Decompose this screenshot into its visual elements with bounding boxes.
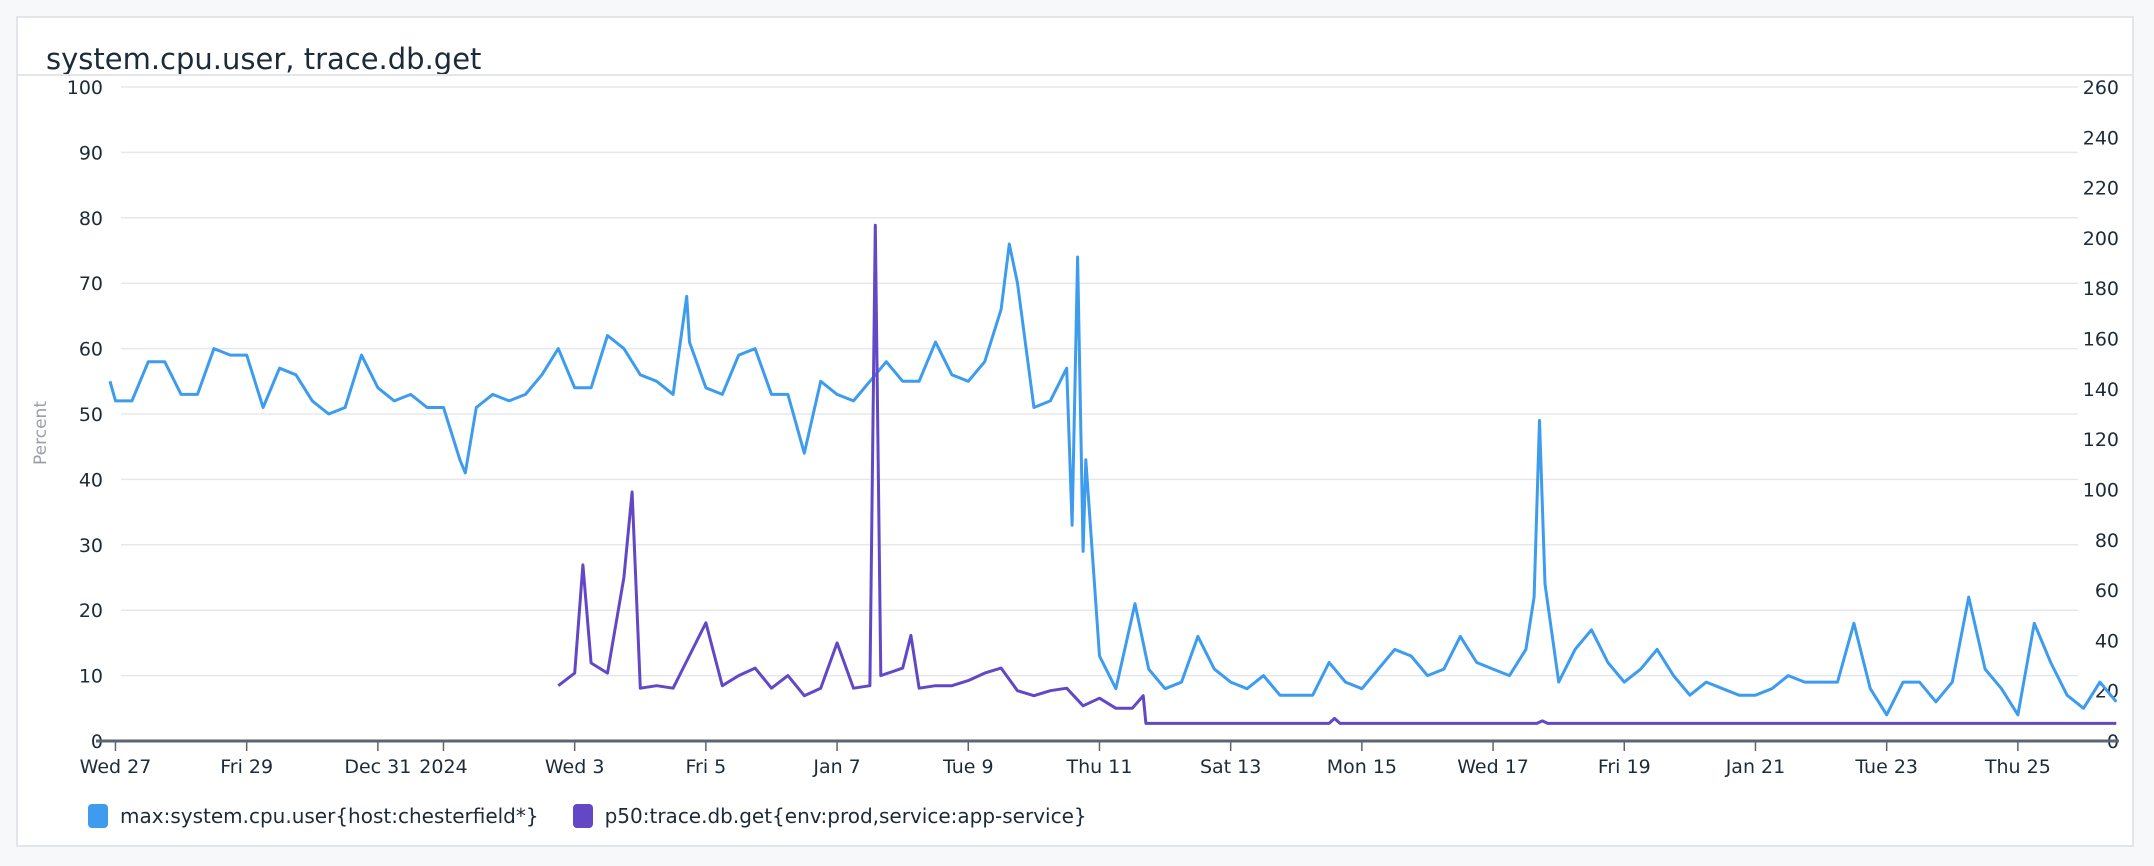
y-tick-label: 80 [79,208,103,230]
x-tick-label: Thu 11 [1066,756,1133,778]
legend: max:system.cpu.user{host:chesterfield*} … [88,804,1087,828]
x-tick-label: Jan 7 [812,756,860,778]
x-tick-label: Jan 21 [1725,756,1786,778]
x-tick-label: Wed 17 [1457,756,1529,778]
y2-tick-label: 200 [2083,228,2119,250]
title-divider [18,74,2132,76]
y2-tick-label: 40 [2095,630,2119,652]
y2-tick-label: 160 [2083,329,2119,351]
legend-label: max:system.cpu.user{host:chesterfield*} [120,804,539,828]
x-tick-label: Sat 13 [1200,756,1261,778]
y-tick-label: 40 [79,469,103,491]
y2-tick-label: 240 [2083,127,2119,149]
widget-title: system.cpu.user, trace.db.get [46,42,482,76]
x-tick-label: 2024 [419,756,467,778]
x-tick-label: Tue 9 [942,756,994,778]
legend-item-trace[interactable]: p50:trace.db.get{env:prod,service:app-se… [572,804,1087,828]
y-tick-label: 20 [79,600,103,622]
x-tick-label: Tue 23 [1854,756,1918,778]
y-tick-label: 60 [79,339,103,361]
x-tick-label: Thu 25 [1984,756,2051,778]
x-tick-label: Fri 5 [685,756,726,778]
x-tick-label: Fri 19 [1598,756,1651,778]
y-tick-label: 100 [67,77,103,99]
y2-tick-label: 120 [2083,429,2119,451]
x-tick-label: Wed 3 [545,756,605,778]
legend-item-cpu[interactable]: max:system.cpu.user{host:chesterfield*} [88,804,539,828]
legend-swatch [572,804,593,828]
x-tick-label: Fri 29 [220,756,273,778]
y-tick-label: 70 [79,273,103,295]
y2-tick-label: 140 [2083,379,2119,401]
x-tick-label: Dec 31 [344,756,411,778]
y-tick-label: 30 [79,535,103,557]
y-axis-label: Percent [31,401,51,465]
series-line-0 [108,242,2118,717]
y-tick-label: 10 [79,666,103,688]
x-tick-label: Mon 15 [1327,756,1397,778]
y2-tick-label: 80 [2095,530,2119,552]
legend-label: p50:trace.db.get{env:prod,service:app-se… [604,804,1087,828]
y2-tick-label: 100 [2083,479,2119,501]
y2-tick-label: 60 [2095,580,2119,602]
y2-tick-label: 260 [2083,77,2119,99]
series-line-1 [557,223,2117,725]
y2-tick-label: 220 [2083,178,2119,200]
y-tick-label: 50 [79,404,103,426]
y2-tick-label: 180 [2083,278,2119,300]
x-tick-label: Wed 27 [80,756,152,778]
y-tick-label: 90 [79,142,103,164]
legend-swatch [88,804,108,828]
